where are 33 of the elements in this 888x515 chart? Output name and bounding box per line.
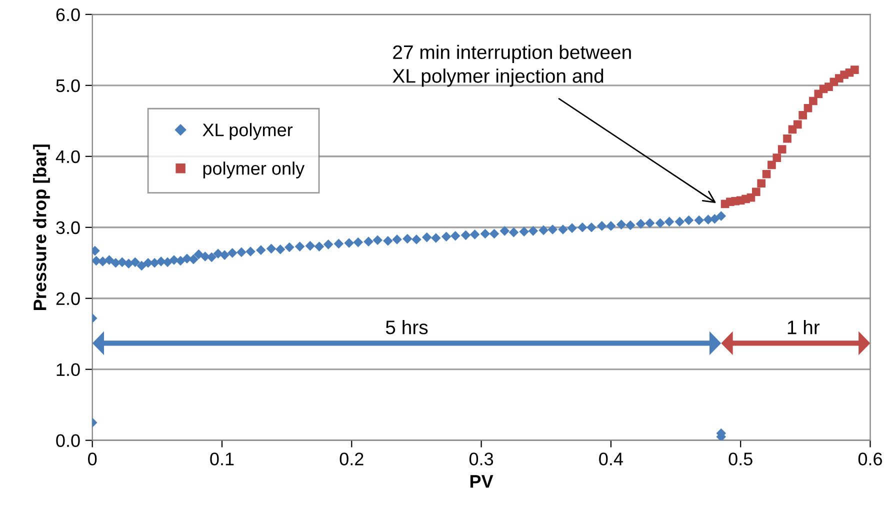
point	[757, 179, 766, 188]
point	[850, 66, 859, 74]
y-tick-label: 3.0	[56, 221, 80, 234]
y-tick-label: 6.0	[56, 8, 80, 22]
y-axis-title: Pressure drop [bar]	[33, 144, 50, 310]
x-tick-label: 0.2	[340, 452, 364, 466]
annotation: 5 hrs	[386, 320, 428, 334]
x-tick-label: 0.6	[858, 452, 882, 466]
y-tick-label: 4.0	[56, 150, 80, 164]
y-tick-label: 2.0	[56, 292, 80, 306]
point	[752, 188, 760, 196]
legend-label: XL polymer	[202, 123, 293, 140]
point	[778, 145, 786, 154]
legend-label: polymer only	[203, 162, 305, 178]
point	[783, 134, 792, 143]
point	[804, 104, 812, 112]
y-tick-label: 0.0	[56, 434, 80, 448]
point	[809, 96, 818, 106]
point	[762, 170, 771, 178]
y-tick-label: 5.0	[56, 79, 80, 92]
x-tick-label: 0.5	[728, 452, 752, 466]
point	[793, 120, 802, 129]
x-axis-title: PV	[470, 475, 494, 488]
annotation: 27 min interruption between XL polymer injection and	[392, 44, 631, 87]
x-tick-label: 0.3	[469, 452, 494, 466]
x-tick-label: 0.4	[599, 452, 623, 466]
point	[768, 160, 776, 170]
point	[798, 111, 807, 120]
annotation: 1 hr	[788, 320, 820, 334]
x-tick-label: 0.1	[210, 452, 234, 466]
point	[772, 154, 782, 162]
y-tick-label: 1.0	[56, 363, 80, 376]
x-tick-label: 0	[88, 452, 97, 466]
